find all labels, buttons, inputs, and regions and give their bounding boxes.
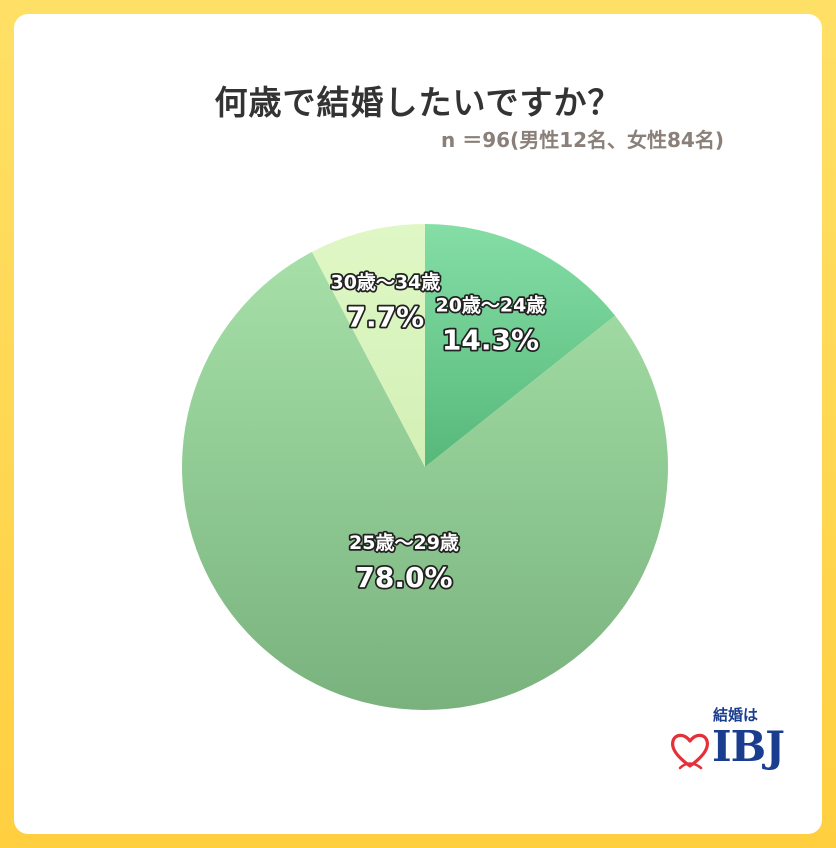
slice-value-2: 78.0% <box>355 561 452 594</box>
pie-slice-3 <box>311 224 425 467</box>
ibj-logo: 結婚は IBJ <box>668 704 785 784</box>
slice-label-2: 25歳〜29歳 <box>349 532 459 554</box>
heart-icon <box>670 733 710 770</box>
slice-label-1: 20歳〜24歳 <box>435 294 545 316</box>
chart-title: 何歳で結婚したいですか？ <box>214 83 622 122</box>
slice-value-1: 14.3% <box>442 323 539 356</box>
pie-slice-2 <box>182 251 668 710</box>
logo-tagline: 結婚は <box>712 706 758 724</box>
pie-slice-1 <box>425 224 616 467</box>
slice-label-3: 30歳〜34歳 <box>330 272 440 294</box>
logo-brand: IBJ <box>712 722 785 771</box>
chart-subtitle: n ＝96(男性12名、女性84名) <box>441 128 724 152</box>
slice-value-3: 7.7% <box>347 301 425 334</box>
